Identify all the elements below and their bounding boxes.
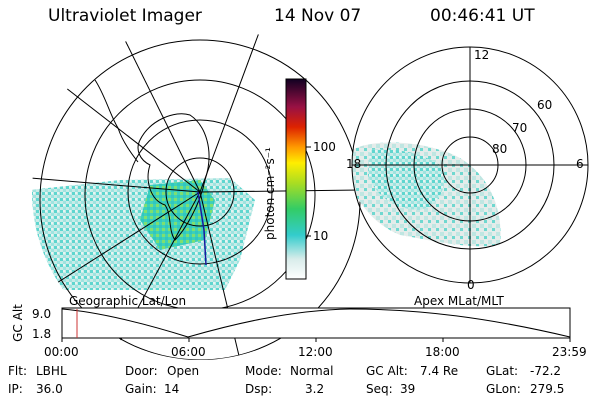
seq-label: Seq: bbox=[366, 382, 393, 396]
glat-label: GLat: bbox=[486, 364, 519, 378]
colorbar-tick-10: 10 bbox=[313, 229, 329, 243]
auroral-emission-geo-bright bbox=[140, 180, 215, 250]
mode-value: Normal bbox=[290, 364, 334, 378]
mlt-label-18: 18 bbox=[346, 157, 362, 171]
colorbar-tick-100: 100 bbox=[313, 140, 336, 154]
dsp-value: 3.2 bbox=[305, 382, 325, 396]
dsp-label: Dsp: bbox=[245, 382, 273, 396]
coastline-antarctica bbox=[137, 113, 210, 241]
altitude-curve bbox=[61, 308, 571, 338]
glat-value: -72.2 bbox=[530, 364, 562, 378]
geo-map-label: Geographic Lat/Lon bbox=[69, 294, 187, 308]
gc-alt-value: 7.4 Re bbox=[420, 364, 459, 378]
orbit-xtick-1200: 12:00 bbox=[298, 345, 333, 359]
seq-value: 39 bbox=[400, 382, 416, 396]
flt-value: LBHL bbox=[36, 364, 67, 378]
gain-label: Gain: bbox=[125, 382, 157, 396]
mlt-label-6: 6 bbox=[576, 157, 584, 171]
colorbar-scale bbox=[285, 78, 307, 280]
glon-value: 279.5 bbox=[530, 382, 565, 396]
orbit-ylabel: GC Alt bbox=[11, 304, 25, 342]
mlt-label-12: 12 bbox=[474, 48, 490, 62]
orbit-xtick-2359: 23:59 bbox=[552, 345, 587, 359]
gain-value: 14 bbox=[164, 382, 180, 396]
apex-map-label: Apex MLat/MLT bbox=[414, 294, 504, 308]
door-label: Door: bbox=[125, 364, 158, 378]
ip-value: 36.0 bbox=[36, 382, 63, 396]
time-label: 00:46:41 UT bbox=[430, 6, 535, 26]
door-value: Open bbox=[167, 364, 200, 378]
mlat-label-80: 80 bbox=[492, 142, 508, 156]
orbit-ytick-min: 1.8 bbox=[32, 327, 52, 341]
orbit-xtick-0000: 00:00 bbox=[44, 345, 79, 359]
glon-label: GLon: bbox=[486, 382, 521, 396]
mlat-label-70: 70 bbox=[512, 121, 528, 135]
orbit-xtick-0600: 06:00 bbox=[171, 345, 206, 359]
flt-label: Flt: bbox=[8, 364, 27, 378]
ip-label: IP: bbox=[8, 382, 23, 396]
date-label: 14 Nov 07 bbox=[274, 6, 362, 26]
instrument-title: Ultraviolet Imager bbox=[48, 6, 202, 26]
mlt-label-0: 0 bbox=[467, 278, 475, 292]
gc-alt-label: GC Alt: bbox=[366, 364, 408, 378]
orbit-xtick-1800: 18:00 bbox=[425, 345, 460, 359]
mlat-label-60: 60 bbox=[537, 98, 553, 112]
orbit-ytick-max: 9.0 bbox=[32, 307, 52, 321]
mode-label: Mode: bbox=[245, 364, 282, 378]
orbit-track bbox=[197, 191, 207, 266]
